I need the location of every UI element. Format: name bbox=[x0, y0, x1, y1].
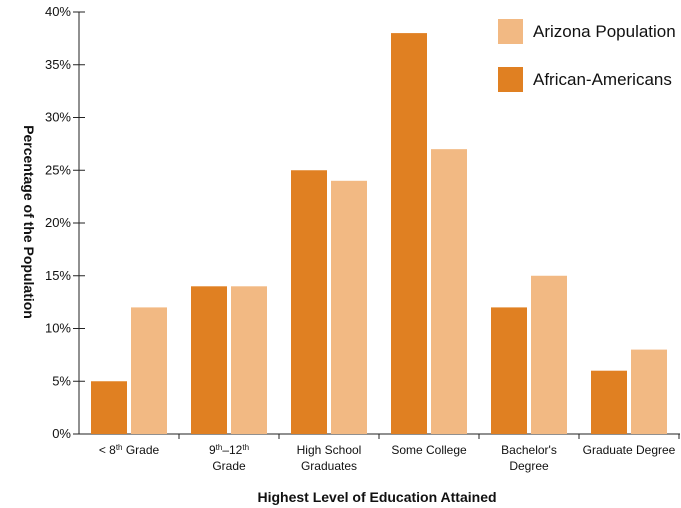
bar-arizona-population bbox=[131, 307, 167, 434]
legend-label: Arizona Population bbox=[533, 22, 676, 41]
x-category-label: Graduate Degree bbox=[583, 443, 676, 457]
x-category-label: Bachelor's bbox=[501, 443, 557, 457]
x-category-label: 9th–12th bbox=[209, 443, 249, 458]
bar-african-americans bbox=[91, 381, 127, 434]
y-tick-label: 30% bbox=[45, 110, 71, 125]
bar-african-americans bbox=[291, 170, 327, 434]
y-tick-label: 5% bbox=[52, 373, 71, 388]
bar-arizona-population bbox=[431, 149, 467, 434]
y-tick-label: 25% bbox=[45, 162, 71, 177]
x-category-label: Graduates bbox=[301, 459, 357, 473]
bar-arizona-population bbox=[231, 286, 267, 434]
bars bbox=[91, 33, 667, 434]
legend-swatch bbox=[498, 67, 523, 92]
legend: Arizona Population African-Americans bbox=[498, 19, 676, 92]
x-axis-title: Highest Level of Education Attained bbox=[257, 489, 496, 505]
y-axis-title: Percentage of the Population bbox=[21, 125, 37, 319]
x-category-label: Grade bbox=[212, 459, 246, 473]
bar-arizona-population bbox=[631, 349, 667, 434]
axes: 0% 5% 10% 15% 20% 25% 30% 35% 40% bbox=[45, 4, 680, 441]
bar-african-americans bbox=[591, 370, 627, 434]
bar-arizona-population bbox=[531, 275, 567, 434]
bar-african-americans bbox=[191, 286, 227, 434]
x-category-label: High School bbox=[297, 443, 362, 457]
y-tick-label: 35% bbox=[45, 57, 71, 72]
y-tick-label: 0% bbox=[52, 426, 71, 441]
x-category-label: Some College bbox=[391, 443, 467, 457]
legend-swatch bbox=[498, 19, 523, 44]
y-tick-label: 10% bbox=[45, 321, 71, 336]
y-tick-label: 40% bbox=[45, 4, 71, 19]
bar-african-americans bbox=[491, 307, 527, 434]
bar-african-americans bbox=[391, 33, 427, 434]
x-category-label: Degree bbox=[509, 459, 549, 473]
legend-label: African-Americans bbox=[533, 70, 672, 89]
y-tick-label: 15% bbox=[45, 268, 71, 283]
bar-arizona-population bbox=[331, 180, 367, 434]
y-tick-label: 20% bbox=[45, 215, 71, 230]
x-category-label: < 8th Grade bbox=[99, 443, 160, 458]
